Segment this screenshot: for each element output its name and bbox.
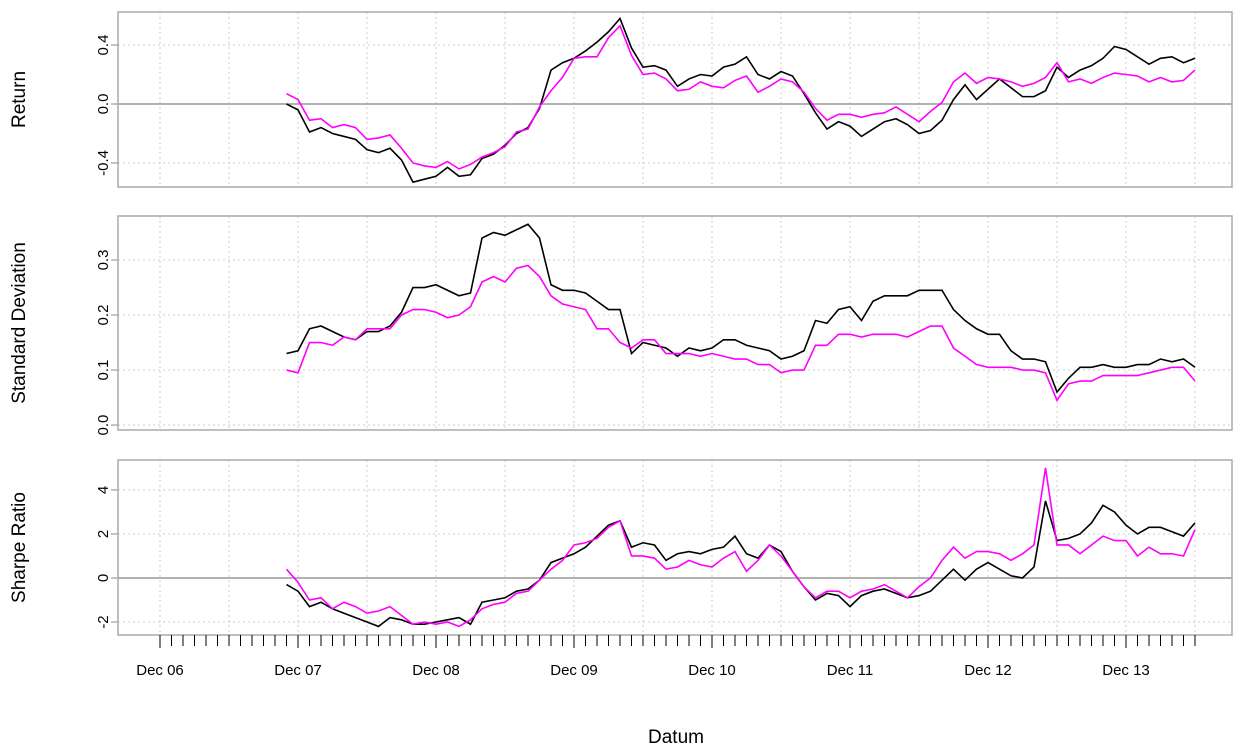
y-tick-label: 0.3: [95, 250, 112, 271]
series-line: [286, 24, 1196, 170]
y-tick-label: 0.4: [95, 35, 112, 56]
y-tick-label: 4: [95, 486, 112, 494]
panel-box: [117, 215, 1233, 431]
x-tick-label: Dec 06: [136, 662, 184, 679]
x-tick-label: Dec 08: [412, 662, 460, 679]
x-tick-label: Dec 11: [827, 662, 873, 679]
y-tick-label: 0.1: [95, 360, 112, 381]
y-axis-label: Return: [9, 71, 30, 128]
x-tick-label: Dec 09: [550, 662, 598, 679]
x-tick-label: Dec 13: [1102, 662, 1150, 679]
x-tick-label: Dec 12: [964, 662, 1012, 679]
x-axis-label: Datum: [648, 727, 704, 748]
y-tick-label: -0.4: [95, 150, 112, 176]
y-tick-label: 2: [95, 530, 112, 538]
y-tick-label: 0.0: [95, 415, 112, 436]
series-line: [285, 467, 1196, 628]
series-line: [286, 16, 1196, 184]
x-tick-label: Dec 10: [688, 662, 736, 679]
y-tick-label: 0: [95, 574, 112, 582]
panel-box: [117, 459, 1233, 636]
series-line: [286, 264, 1196, 402]
y-tick-label: -2: [95, 615, 112, 628]
series-line: [286, 500, 1196, 628]
y-axis-label: Standard Deviation: [9, 242, 30, 404]
y-tick-label: 0.2: [95, 305, 112, 326]
y-tick-label: 0.0: [95, 94, 112, 115]
panel-box: [117, 11, 1233, 188]
y-axis-label: Sharpe Ratio: [9, 492, 30, 603]
x-tick-label: Dec 07: [274, 662, 322, 679]
series-line: [286, 223, 1196, 394]
